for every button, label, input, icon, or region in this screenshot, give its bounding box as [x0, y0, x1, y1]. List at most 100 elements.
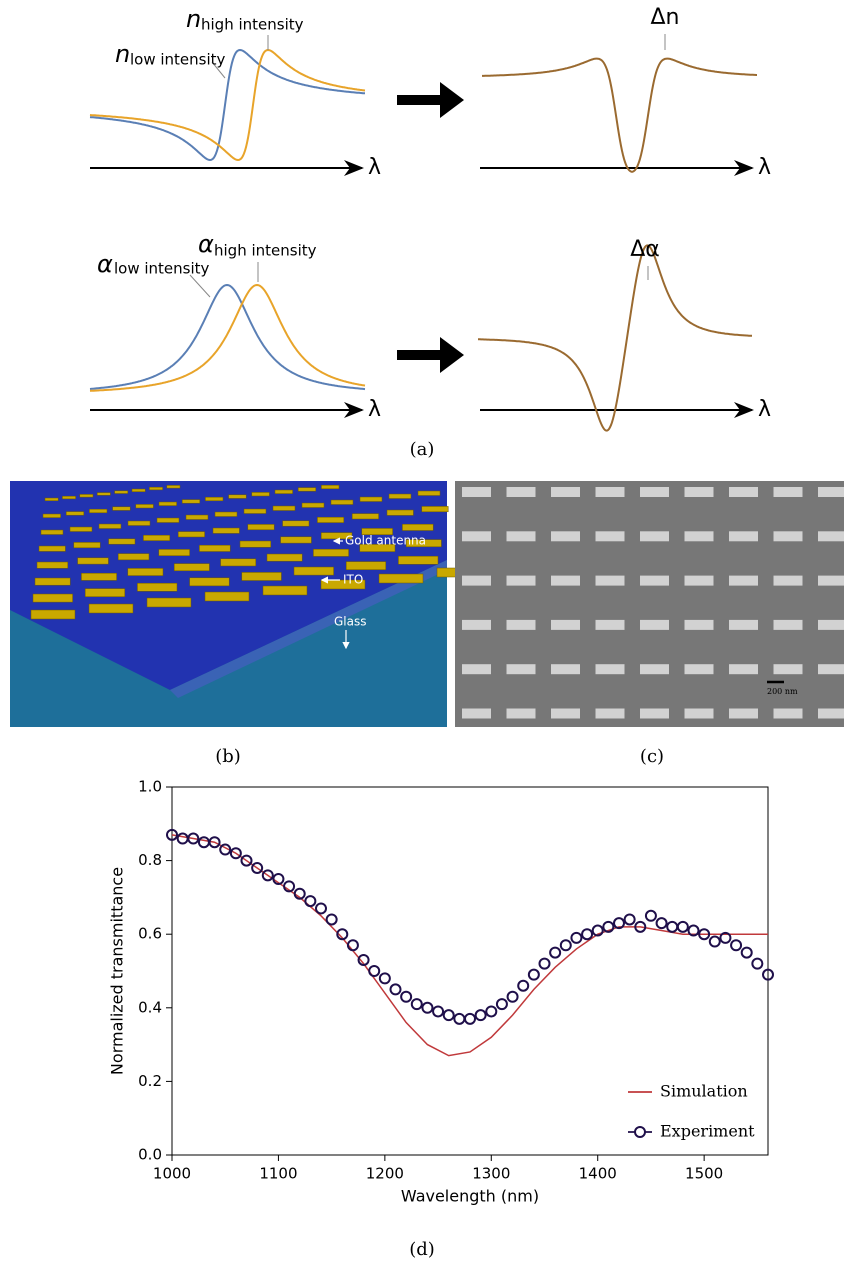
sem-rect — [595, 487, 625, 497]
y-axis-label: Normalized transmittance — [108, 867, 127, 1075]
antenna — [330, 499, 354, 505]
antenna — [272, 505, 296, 511]
sem-rect — [506, 487, 536, 497]
axis-label: λ — [368, 397, 381, 422]
antenna — [293, 566, 334, 576]
antenna — [241, 572, 282, 581]
point — [485, 1005, 498, 1018]
antenna — [417, 490, 441, 496]
antenna — [301, 502, 325, 508]
antenna — [185, 514, 209, 520]
antenna — [378, 573, 424, 584]
point — [421, 1001, 434, 1014]
sem-rect — [462, 531, 491, 542]
point — [719, 931, 732, 944]
point — [197, 836, 210, 849]
chart: 1000 1100 1200 1300 1400 1500 0.0 0.2 0.4 0.6 0.8 1… — [108, 778, 774, 1206]
antenna — [166, 485, 181, 489]
axis-label: λ — [758, 397, 771, 422]
antenna — [149, 486, 163, 491]
point — [389, 983, 402, 996]
label-symbol: α — [97, 250, 113, 278]
antenna — [321, 484, 340, 490]
sem-rect — [551, 487, 580, 497]
antenna — [386, 509, 414, 516]
panel-c-image — [455, 481, 844, 727]
antenna — [199, 544, 231, 552]
sem-rect — [551, 575, 580, 586]
point — [346, 939, 359, 952]
antenna — [96, 492, 111, 496]
sem-rect — [640, 664, 669, 675]
plot-frame — [171, 786, 769, 1156]
antenna — [77, 557, 109, 565]
point — [453, 1012, 466, 1025]
antenna — [313, 548, 349, 557]
point — [400, 990, 413, 1003]
point — [442, 1009, 455, 1022]
point — [357, 953, 370, 966]
annotation: ITO — [343, 573, 363, 587]
label: Δα — [630, 237, 660, 262]
annotation: Glass — [334, 615, 367, 629]
x-tick-label: 1500 — [685, 1165, 723, 1183]
point — [762, 968, 774, 981]
antenna — [351, 513, 379, 520]
antenna — [359, 496, 383, 502]
point — [304, 895, 317, 908]
point — [730, 939, 743, 952]
sem-rect — [595, 664, 625, 675]
antenna — [220, 558, 257, 567]
antenna — [117, 553, 150, 561]
antenna — [146, 597, 192, 608]
antenna — [127, 520, 151, 526]
point — [538, 957, 551, 970]
sem-rect — [818, 708, 844, 719]
antenna — [137, 582, 178, 592]
antenna — [345, 561, 387, 570]
sem-rect — [684, 487, 714, 497]
sem-rect — [462, 664, 491, 675]
point — [474, 1009, 487, 1022]
sem-rect — [640, 619, 669, 630]
axis-label: λ — [368, 155, 381, 180]
point — [506, 990, 519, 1003]
sem-rect — [551, 708, 580, 719]
antenna — [402, 523, 434, 531]
antenna — [177, 531, 205, 538]
point — [176, 832, 189, 845]
antenna — [89, 508, 108, 514]
antenna — [320, 579, 366, 590]
antenna — [274, 489, 293, 494]
x-tick-label: 1400 — [579, 1165, 617, 1183]
antenna — [38, 545, 66, 552]
curve — [89, 48, 365, 162]
antenna — [297, 487, 317, 492]
curve — [482, 57, 757, 173]
antenna — [30, 609, 76, 620]
antenna — [62, 495, 76, 500]
sem-rect — [684, 531, 714, 542]
point — [527, 968, 540, 981]
legend-swatch — [634, 1126, 646, 1138]
antenna — [205, 496, 224, 502]
label: Δn — [651, 5, 680, 30]
panel-b-image — [10, 481, 482, 727]
sem-rect — [773, 708, 803, 719]
point — [634, 920, 647, 933]
point — [549, 946, 562, 959]
sem-rect — [640, 575, 669, 586]
antenna — [34, 577, 71, 586]
sem-rect — [462, 619, 491, 630]
point — [644, 909, 657, 922]
schematic-curves — [89, 48, 757, 432]
point — [187, 832, 200, 845]
antenna — [40, 529, 64, 535]
pointers — [189, 34, 666, 298]
sem-rect — [729, 664, 758, 675]
antenna — [214, 511, 238, 517]
point — [378, 972, 391, 985]
sem-rect — [506, 708, 536, 719]
antenna — [262, 585, 308, 596]
annotation: Gold antenna — [345, 534, 426, 548]
